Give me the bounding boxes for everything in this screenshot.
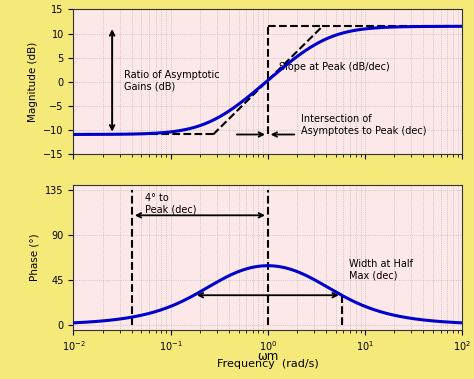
Text: Slope at Peak (dB/dec): Slope at Peak (dB/dec)	[279, 62, 390, 72]
Text: ωm: ωm	[257, 350, 278, 363]
Text: Width at Half
Max (dec): Width at Half Max (dec)	[349, 259, 413, 281]
Y-axis label: Magnitude (dB): Magnitude (dB)	[27, 41, 38, 122]
Text: Intersection of
Asymptotes to Peak (dec): Intersection of Asymptotes to Peak (dec)	[301, 114, 427, 136]
Text: 4° to
Peak (dec): 4° to Peak (dec)	[146, 193, 197, 214]
Text: Ratio of Asymptotic
Gains (dB): Ratio of Asymptotic Gains (dB)	[124, 70, 219, 91]
Y-axis label: Phase (°): Phase (°)	[30, 234, 40, 282]
X-axis label: Frequency  (rad/s): Frequency (rad/s)	[217, 359, 319, 369]
